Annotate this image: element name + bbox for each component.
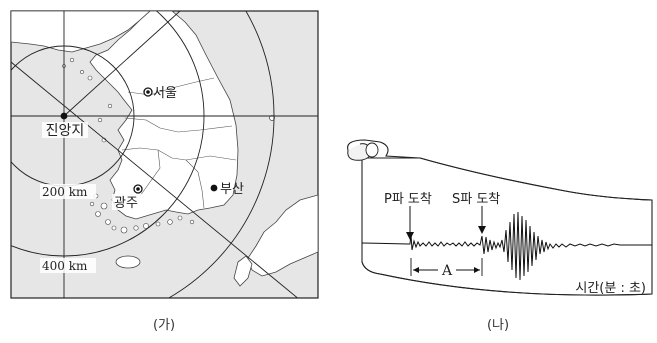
paper-sheet xyxy=(361,157,653,296)
gwangju-label: 광주 xyxy=(114,196,138,211)
circle-400km xyxy=(11,11,205,257)
label-200km: 200 km xyxy=(42,185,88,199)
epicenter-marker xyxy=(60,112,68,120)
p-arrival-label: P파 도착 xyxy=(384,192,432,207)
circle-600km xyxy=(167,11,275,298)
city-busan: 부산 xyxy=(210,182,244,197)
s-arrival-label: S파 도착 xyxy=(452,192,500,207)
paper-roll-core xyxy=(365,142,379,158)
city-gwangju: 광주 xyxy=(112,184,146,211)
epicenter-diagonal-2 xyxy=(63,11,181,117)
time-axis-label: 시간(분 : 초) xyxy=(575,281,646,296)
seismogram-panel: P파 도착 S파 도착 A 시간(분 : 초) (나) xyxy=(347,139,653,333)
north-land xyxy=(11,11,151,53)
seismogram-trace xyxy=(362,211,652,281)
epicenter-label: 진앙지 xyxy=(46,123,85,139)
epicenter-diagonal xyxy=(11,61,299,298)
city-seoul: 서울 xyxy=(143,86,177,101)
busan-label: 부산 xyxy=(220,182,244,197)
province-boundaries xyxy=(121,77,237,209)
busan-marker xyxy=(210,184,218,192)
seoul-label: 서울 xyxy=(153,86,177,101)
map-panel: 진앙지 서울 광주 부산 200 km 400 km (가) xyxy=(10,10,319,333)
paper-top-curl xyxy=(347,139,653,201)
interval-a-label: A xyxy=(441,263,453,279)
label-400km: 400 km xyxy=(42,259,88,273)
map-caption: (가) xyxy=(153,318,175,333)
ulleung-island xyxy=(269,115,275,121)
seismogram-caption: (나) xyxy=(487,318,509,333)
paper-bottom-edge xyxy=(361,261,653,296)
jeju-island xyxy=(115,255,141,269)
